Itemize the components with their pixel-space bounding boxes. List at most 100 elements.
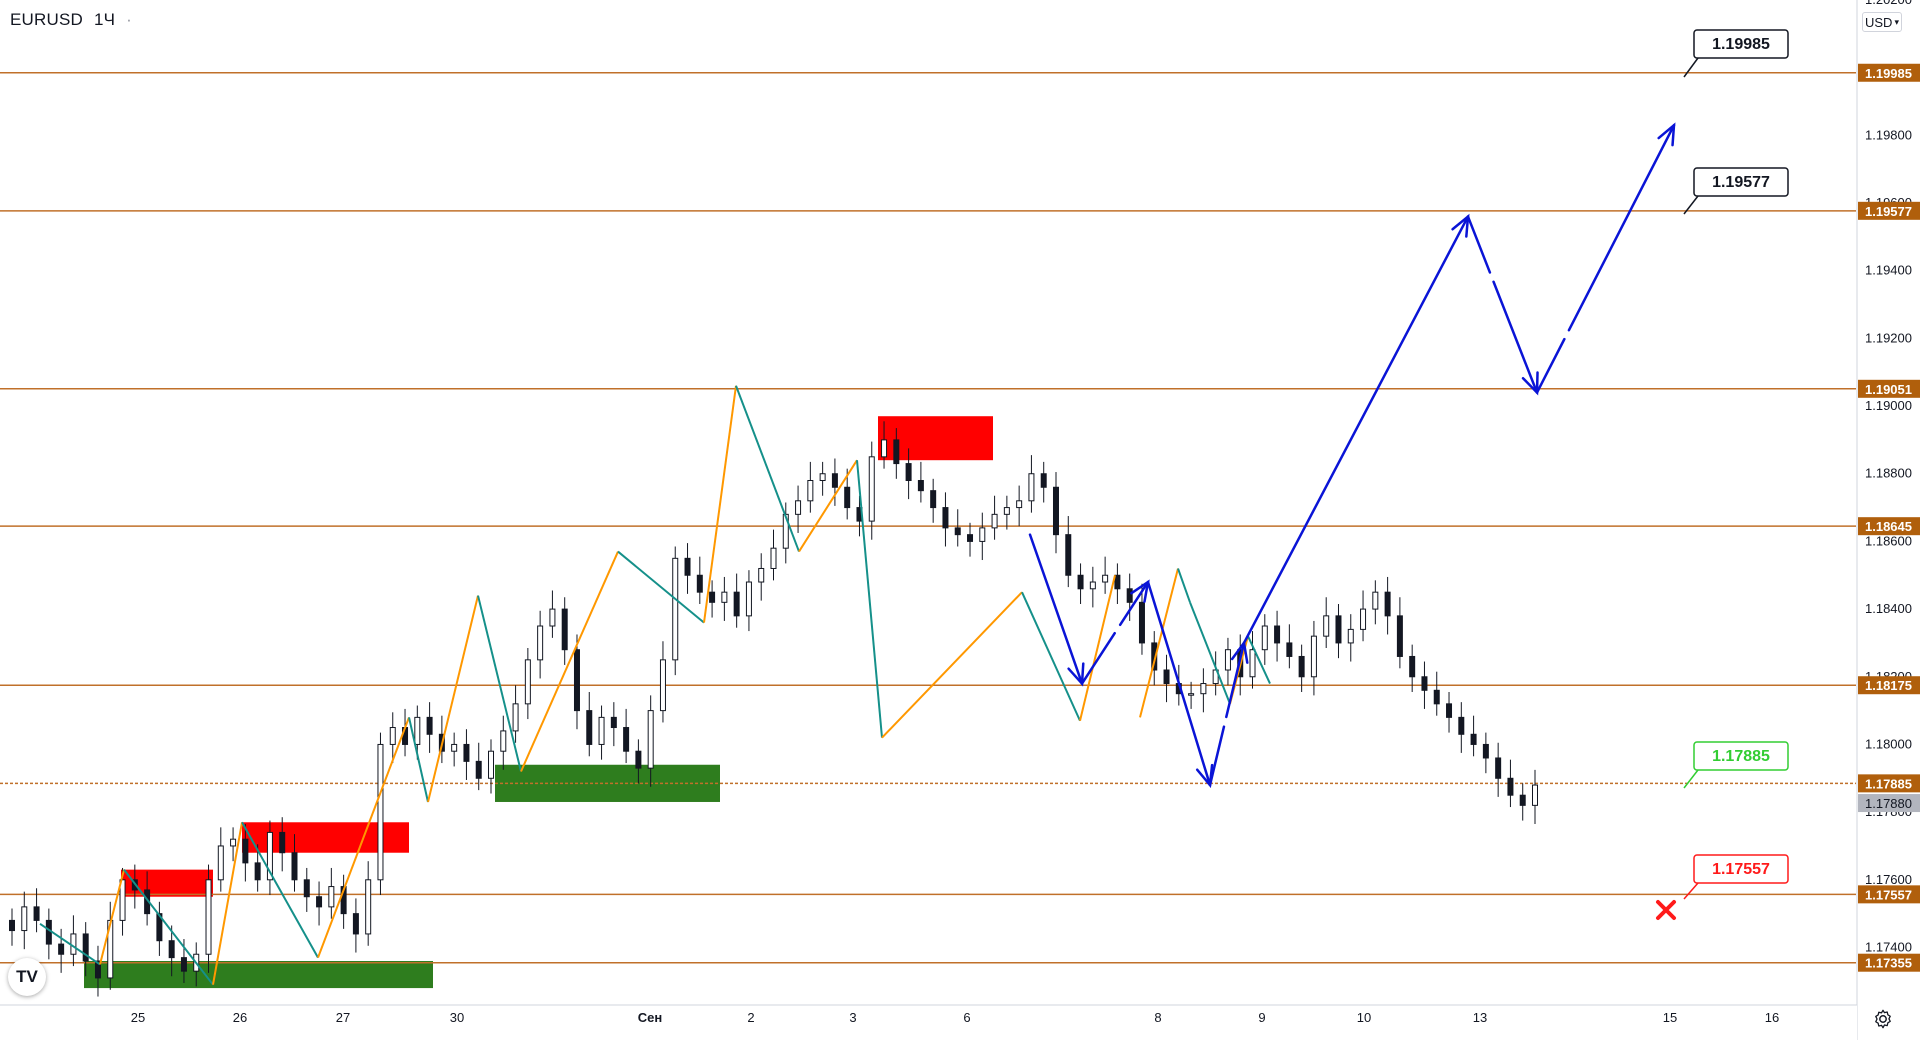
candle-body <box>1446 703 1453 718</box>
candle-body <box>1065 534 1072 576</box>
zigzag-up-leg <box>1139 568 1179 718</box>
level-price-label: 1.17355 <box>1865 956 1912 971</box>
currency-button[interactable]: USD ▾ <box>1862 12 1902 32</box>
y-tick-label: 1.17400 <box>1865 939 1912 954</box>
candle-body <box>205 879 212 955</box>
close-x-icon <box>1656 900 1676 920</box>
candle-body <box>1519 794 1526 806</box>
zigzag-up-leg <box>1079 575 1116 721</box>
level-price-label: 1.18645 <box>1865 519 1912 534</box>
candle-body <box>549 608 556 627</box>
callout-pointer <box>1683 57 1699 78</box>
candle-body <box>1372 591 1379 610</box>
candle-body <box>819 473 826 482</box>
gear-icon[interactable] <box>1872 1008 1894 1030</box>
zigzag-up-leg <box>881 591 1023 739</box>
interval-label[interactable]: 1Ч <box>93 10 116 29</box>
x-tick-label: 6 <box>963 1010 970 1025</box>
x-tick-label: 26 <box>233 1010 247 1025</box>
candle-body <box>1138 601 1145 644</box>
zigzag-down-leg <box>408 717 429 803</box>
candle-body <box>709 591 716 603</box>
candle-body <box>1163 669 1170 685</box>
callout-box <box>1693 854 1789 884</box>
candle-body <box>1384 591 1391 617</box>
x-tick-label: 9 <box>1258 1010 1265 1025</box>
candle-body <box>721 591 728 603</box>
candle-body <box>328 886 335 908</box>
candle-body <box>365 879 372 935</box>
callout-label: 1.17885 <box>1712 748 1770 765</box>
zigzag-up-leg <box>317 717 410 958</box>
symbol-label[interactable]: EURUSD <box>10 10 83 29</box>
tradingview-logo-icon[interactable]: TV <box>8 958 46 996</box>
y-tick-label: 1.18800 <box>1865 466 1912 481</box>
candle-body <box>488 750 495 779</box>
candle-body <box>58 943 65 955</box>
candle-body <box>770 547 777 569</box>
level-price-tag <box>1858 517 1920 536</box>
candle-body <box>1089 581 1096 590</box>
candle-body <box>340 886 347 915</box>
candle-body <box>610 716 617 729</box>
candle-body <box>942 507 949 529</box>
candle-body <box>967 534 974 542</box>
candle-body <box>795 500 802 515</box>
callout-pointer <box>1683 769 1699 789</box>
candle-body <box>1470 733 1477 745</box>
candle-body <box>426 716 433 735</box>
candle-body <box>1482 743 1489 759</box>
x-tick-label: 3 <box>849 1010 856 1025</box>
x-tick-label: 25 <box>131 1010 145 1025</box>
candle-body <box>1249 649 1256 678</box>
zigzag-down-leg <box>241 821 319 959</box>
zigzag-up-leg <box>427 595 479 803</box>
y-tick-label: 1.19800 <box>1865 127 1912 142</box>
candle-body <box>979 527 986 542</box>
level-price-tag <box>1858 379 1920 398</box>
zigzag-up-leg <box>520 551 619 772</box>
candle-body <box>635 750 642 769</box>
levels-layer <box>0 72 1856 964</box>
candle-body <box>954 527 961 536</box>
candle-body <box>696 574 703 593</box>
candle-body <box>180 957 187 972</box>
candle-body <box>266 831 273 881</box>
x-tick-label: 10 <box>1357 1010 1371 1025</box>
candle-body <box>1298 655 1305 678</box>
logo-text: TV <box>16 967 38 986</box>
candle-body <box>1507 777 1514 796</box>
candle-body <box>647 710 654 769</box>
candle-body <box>623 727 630 752</box>
candle-body <box>1458 716 1465 735</box>
candle-body <box>561 608 568 651</box>
candle-body <box>168 940 175 959</box>
candle-body <box>254 862 261 881</box>
callout-label: 1.19985 <box>1712 36 1770 53</box>
candle-body <box>1224 649 1231 671</box>
candle-body <box>659 659 666 712</box>
zigzag-up-leg <box>99 869 125 965</box>
x-tick-label: 27 <box>336 1010 350 1025</box>
candle-body <box>672 557 679 661</box>
zigzag-up-leg <box>703 385 737 623</box>
candle-body <box>1323 615 1330 637</box>
candle-body <box>217 845 224 881</box>
candle-body <box>1532 784 1538 806</box>
callout-box <box>1693 741 1789 771</box>
candle-body <box>352 913 359 935</box>
level-price-tag <box>1858 201 1920 220</box>
y-tick-label: 1.19400 <box>1865 263 1912 278</box>
zigzag-up-leg <box>212 822 243 985</box>
candle-body <box>21 906 28 932</box>
x-tick-label: Сен <box>638 1010 662 1025</box>
x-tick-label: 2 <box>747 1010 754 1025</box>
candle-body <box>230 838 237 847</box>
candle-body <box>524 659 531 705</box>
zones-layer <box>84 416 993 989</box>
candle-body <box>1028 473 1035 502</box>
level-price-tag <box>1858 885 1920 904</box>
candle-body <box>905 463 912 482</box>
y-tick-label: 1.18400 <box>1865 601 1912 616</box>
